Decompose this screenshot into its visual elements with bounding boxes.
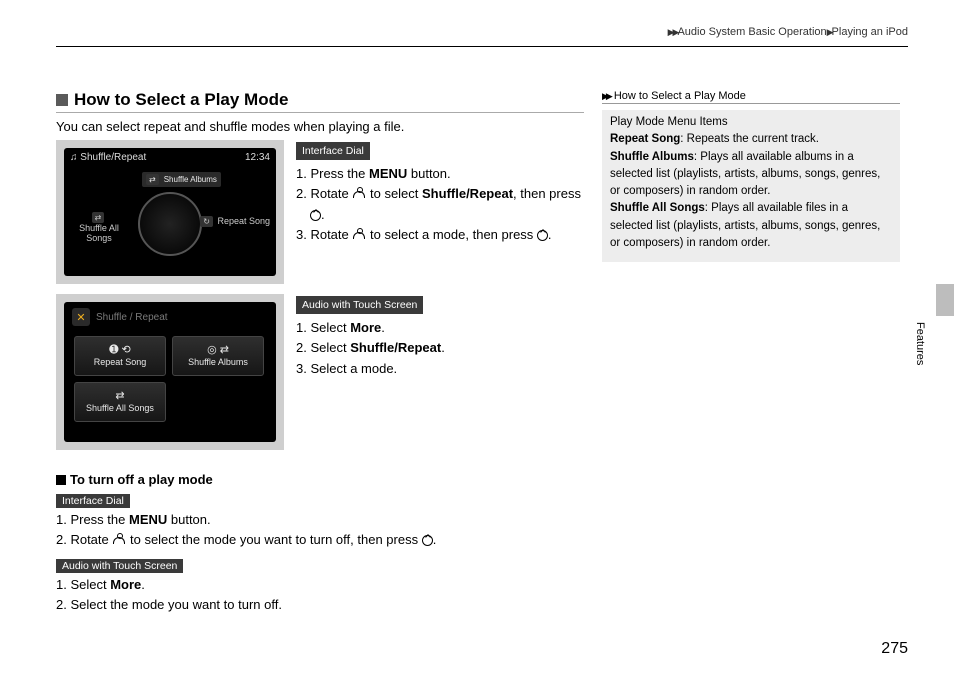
press-icon	[422, 535, 433, 546]
turn-off-steps-2: 1. Select More. 2. Select the mode you w…	[56, 575, 584, 615]
side-line1: Play Mode Menu Items	[610, 114, 892, 131]
intro-text: You can select repeat and shuffle modes …	[56, 119, 584, 134]
rotate-dial-icon	[352, 189, 366, 199]
rotate-dial-icon	[352, 230, 366, 240]
screen1-right-option: ↻ Repeat Song	[200, 216, 270, 227]
side-heading-text: How to Select a Play Mode	[614, 90, 746, 102]
side-body: Play Mode Menu Items Repeat Song: Repeat…	[602, 110, 900, 262]
interface-dial-label: Interface Dial	[296, 142, 370, 160]
screenshot-frame-2: ✕ Shuffle / Repeat ➊ ⟲Repeat Song ◎ ⇄Shu…	[56, 294, 284, 450]
breadcrumb: ▶▶Audio System Basic Operation▶Playing a…	[668, 26, 908, 38]
heading-marker-icon	[56, 94, 68, 106]
side-heading: ▶▶ How to Select a Play Mode	[602, 90, 900, 104]
close-icon: ✕	[72, 308, 90, 326]
main-column: How to Select a Play Mode You can select…	[56, 90, 584, 616]
side-chevron-icon: ▶▶	[602, 91, 610, 102]
screenshot-1: ♫ Shuffle/Repeat 12:34 ⇄Shuffle Albums ⇄…	[64, 148, 276, 276]
sub-heading: To turn off a play mode	[56, 472, 584, 487]
press-icon	[310, 210, 321, 221]
press-icon	[537, 230, 548, 241]
screen2-btn-shuffle-all: ⇄Shuffle All Songs	[74, 382, 166, 422]
breadcrumb-seg2: Playing an iPod	[832, 26, 908, 38]
heading-text: How to Select a Play Mode	[74, 90, 288, 110]
screenshot-frame-1: ♫ Shuffle/Repeat 12:34 ⇄Shuffle Albums ⇄…	[56, 140, 284, 284]
touch-screen-label: Audio with Touch Screen	[56, 559, 183, 573]
screen1-left-option: ⇄Shuffle All Songs	[74, 212, 124, 243]
rotate-dial-icon	[112, 535, 126, 545]
screen1-title: ♫ Shuffle/Repeat	[70, 152, 146, 163]
instructions-1: Interface Dial 1. Press the MENU button.…	[296, 140, 584, 284]
header-rule	[56, 46, 908, 47]
chevron-icon: ▶▶	[668, 27, 678, 37]
page-number: 275	[881, 640, 908, 658]
side-column: ▶▶ How to Select a Play Mode Play Mode M…	[602, 90, 900, 616]
touch-screen-label: Audio with Touch Screen	[296, 296, 423, 314]
interface-dial-label: Interface Dial	[56, 494, 130, 508]
screen2-title: Shuffle / Repeat	[96, 312, 168, 323]
sub-marker-icon	[56, 475, 66, 485]
screenshot-2: ✕ Shuffle / Repeat ➊ ⟲Repeat Song ◎ ⇄Shu…	[64, 302, 276, 442]
section-tab	[936, 284, 954, 316]
turn-off-steps-1: 1. Press the MENU button. 2. Rotate to s…	[56, 510, 584, 550]
screen1-clock: 12:34	[245, 152, 270, 163]
screen2-btn-shuffle-albums: ◎ ⇄Shuffle Albums	[172, 336, 264, 376]
dial-graphic-icon	[138, 192, 202, 256]
section-heading: How to Select a Play Mode	[56, 90, 584, 113]
sub-heading-text: To turn off a play mode	[70, 472, 213, 487]
screen1-top-option: ⇄Shuffle Albums	[142, 172, 221, 187]
instructions-2: Audio with Touch Screen 1. Select More. …	[296, 294, 584, 450]
section-tab-label: Features	[914, 322, 926, 365]
screen2-btn-repeat: ➊ ⟲Repeat Song	[74, 336, 166, 376]
breadcrumb-seg1: Audio System Basic Operation	[677, 26, 826, 38]
